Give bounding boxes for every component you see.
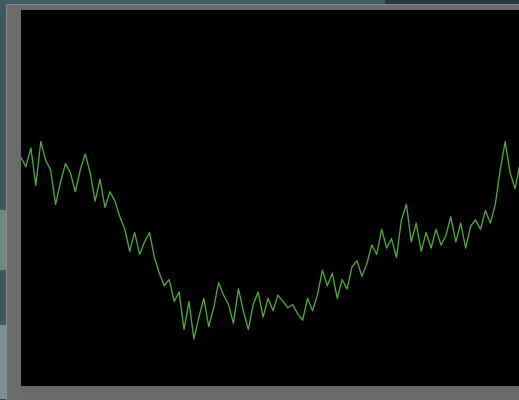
background-left-panel-lower — [0, 325, 8, 399]
signal-plot-area[interactable] — [21, 10, 519, 386]
x-axis — [21, 386, 519, 400]
background-left-panel — [0, 210, 8, 270]
background-left-strip — [0, 14, 8, 399]
plot-window[interactable] — [6, 4, 519, 400]
signal-trace-canvas — [21, 140, 519, 340]
signal-series-line — [21, 140, 519, 340]
